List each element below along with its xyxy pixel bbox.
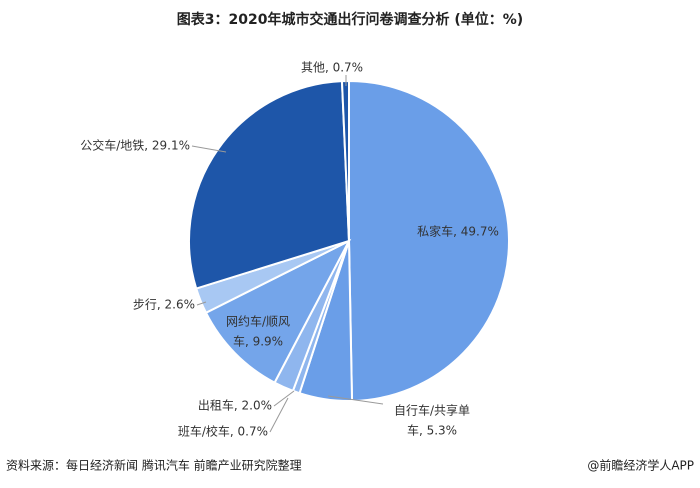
data-label: 班车/校车, 0.7% bbox=[178, 424, 268, 439]
data-label: 公交车/地铁, 29.1% bbox=[80, 138, 190, 153]
leader-line bbox=[327, 395, 384, 405]
brand: @前瞻经济学人APP bbox=[587, 458, 694, 473]
data-label: 自行车/共享单 bbox=[394, 403, 470, 418]
leader-line bbox=[269, 397, 289, 433]
data-label: 私家车, 49.7% bbox=[417, 224, 499, 239]
data-label: 步行, 2.6% bbox=[133, 298, 195, 312]
pie-slice bbox=[348, 79, 511, 402]
source: 资料来源：每日经济新闻 腾讯汽车 前瞻产业研究院整理 bbox=[6, 458, 302, 473]
pie-slice bbox=[204, 238, 352, 384]
data-label: 车, 9.9% bbox=[233, 334, 283, 349]
data-label: 网约车/顺风 bbox=[226, 314, 290, 329]
pie-slice bbox=[340, 79, 350, 242]
data-label: 其他, 0.7% bbox=[301, 61, 363, 75]
data-label: 车, 5.3% bbox=[407, 423, 457, 438]
leader-line bbox=[273, 390, 295, 407]
chart-title: 图表3：2020年城市交通出行问卷调查分析 (单位：%) bbox=[177, 11, 523, 28]
data-label: 出租车, 2.0% bbox=[198, 398, 272, 413]
leader-line bbox=[196, 301, 207, 306]
pie-slice bbox=[188, 80, 351, 290]
leader-line bbox=[191, 145, 227, 153]
